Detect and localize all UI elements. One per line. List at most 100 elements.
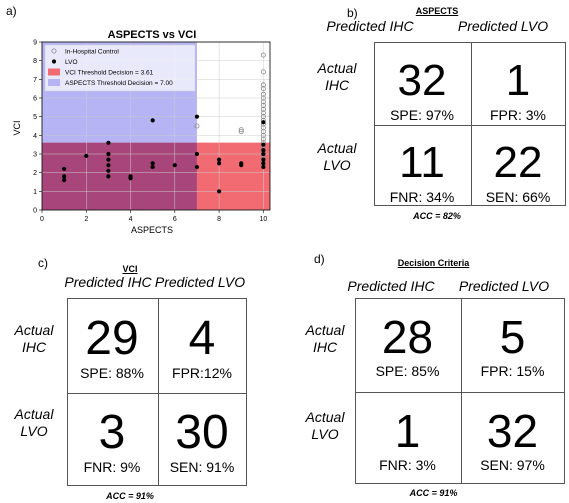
- lvo-point: [106, 163, 111, 168]
- lvo-point: [261, 120, 266, 125]
- matrix-cell: 3 FNR: 9%: [67, 408, 157, 476]
- lvo-point: [84, 153, 89, 158]
- cell-metric: FPR:12%: [172, 365, 232, 381]
- y-axis-label: VCI: [12, 120, 22, 135]
- cell-count: 29: [85, 312, 139, 365]
- scatter-chart: ASPECTS vs VCI 0 2 4 6 8 10 0 1 2 3 4 5 6 7 8 9 In-Hospi…: [12, 29, 271, 235]
- y-tick-label: 6: [33, 96, 37, 103]
- matrix-title: VCI: [122, 264, 138, 274]
- cell-metric: FPR: 15%: [480, 363, 545, 379]
- col-header-predicted-lvo: Predicted LVO: [458, 278, 550, 294]
- row-header-actual-lvo: Actual LVO: [305, 409, 345, 442]
- row-header-actual-ihc: Actual IHC: [305, 322, 345, 355]
- matrix-grid: [67, 298, 247, 486]
- lvo-point: [150, 161, 155, 166]
- row-header-actual-lvo: Actual LVO: [317, 140, 357, 173]
- legend-label: LVO: [65, 59, 78, 66]
- lvo-point: [216, 157, 222, 162]
- plot-frame: [41, 41, 271, 211]
- cell-metric: FNR: 34%: [389, 189, 455, 205]
- lvo-point: [106, 140, 111, 145]
- grid-divider-horizontal: [68, 393, 246, 394]
- lvo-point: [261, 151, 266, 157]
- lvo-point: [106, 151, 111, 157]
- cell-metric: FPR: 3%: [489, 107, 546, 123]
- matrix-cell: 32 SEN: 97%: [460, 406, 565, 474]
- ihc-point: [260, 129, 266, 135]
- ihc-point: [260, 114, 266, 120]
- lvo-point: [194, 151, 200, 157]
- cell-metric: SPE: 97%: [390, 107, 454, 123]
- y-tick-label: 9: [33, 40, 37, 47]
- ihc-point: [260, 136, 266, 142]
- ihc-point: [260, 95, 266, 101]
- matrix-cell: 30 SEN: 91%: [157, 408, 247, 476]
- ihc-point: [194, 123, 200, 129]
- ihc-point: [260, 52, 266, 58]
- legend-ihc-marker: [51, 48, 57, 54]
- x-tick-label: 4: [129, 216, 133, 223]
- cell-count: 32: [397, 56, 447, 105]
- cell-count: 28: [381, 311, 434, 363]
- ihc-point: [260, 102, 266, 108]
- panel-label-a: a): [6, 4, 17, 18]
- grid-divider-horizontal: [356, 392, 564, 393]
- cell-count: 22: [493, 138, 543, 187]
- lvo-point: [216, 189, 222, 194]
- panel-label-c: c): [38, 256, 48, 270]
- cell-count: 11: [399, 138, 445, 187]
- cell-count: 5: [499, 311, 526, 363]
- x-axis-label: ASPECTS: [131, 225, 173, 235]
- matrix-title: ASPECTS: [415, 6, 459, 16]
- y-tick-label: 5: [33, 114, 37, 121]
- matrix-cell: 32 SPE: 97%: [374, 56, 470, 124]
- cell-count: 32: [486, 405, 539, 457]
- lvo-point: [261, 157, 266, 162]
- col-header-predicted-lvo: Predicted LVO: [154, 274, 246, 290]
- cell-count: 1: [505, 56, 531, 105]
- ihc-point: [260, 99, 266, 105]
- matrix-cell: 29 SPE: 88%: [67, 314, 157, 382]
- legend-label: ASPECTS Threshold Decision = 7.00: [65, 80, 173, 87]
- y-tick-label: 8: [33, 58, 37, 65]
- x-tick-label: 2: [84, 216, 88, 223]
- grid-divider-horizontal: [375, 125, 565, 126]
- y-tick-label: 0: [33, 208, 37, 215]
- col-header-predicted-lvo: Predicted LVO: [457, 18, 549, 34]
- legend-vci-patch: [48, 68, 60, 76]
- panel-label-b: b): [347, 6, 358, 20]
- accuracy-label: ACC = 91%: [409, 488, 458, 498]
- lvo-point: [62, 178, 67, 183]
- matrix-title: Decision Criteria: [397, 258, 470, 268]
- legend-box: [44, 44, 196, 92]
- ihc-point: [260, 69, 266, 75]
- lvo-point: [261, 142, 266, 147]
- lvo-point: [106, 168, 111, 173]
- matrix-grid: [355, 298, 565, 484]
- legend-lvo-marker: [51, 59, 57, 64]
- ihc-point: [238, 129, 244, 135]
- lvo-point: [261, 161, 266, 166]
- ihc-point: [260, 125, 266, 131]
- lvo-point: [216, 161, 222, 166]
- x-tick-label: 10: [259, 216, 267, 223]
- lvo-point: [261, 148, 266, 153]
- lvo-point: [62, 166, 67, 172]
- lvo-point: [106, 157, 111, 162]
- panel-label-d: d): [314, 252, 325, 266]
- y-tick-label: 4: [33, 133, 37, 140]
- ihc-point: [260, 110, 266, 116]
- row-header-actual-ihc: Actual IHC: [317, 60, 357, 93]
- legend-label: In-Hospital Control: [65, 49, 119, 56]
- matrix-cell: 5 FPR: 15%: [460, 312, 565, 380]
- legend-aspects-patch: [48, 79, 60, 86]
- matrix-cell: 4 FPR:12%: [157, 314, 247, 382]
- chart-title: ASPECTS vs VCI: [108, 29, 197, 41]
- col-header-predicted-ihc: Predicted IHC: [347, 278, 435, 294]
- cell-metric: FNR: 9%: [83, 459, 141, 475]
- col-header-predicted-ihc: Predicted IHC: [326, 18, 414, 34]
- grid-divider-vertical: [461, 299, 462, 483]
- ihc-point: [260, 106, 266, 112]
- cell-metric: SPE: 88%: [80, 365, 144, 381]
- confusion-matrix-aspects: ASPECTS Predicted IHC Predicted LVO Actual …: [305, 0, 569, 225]
